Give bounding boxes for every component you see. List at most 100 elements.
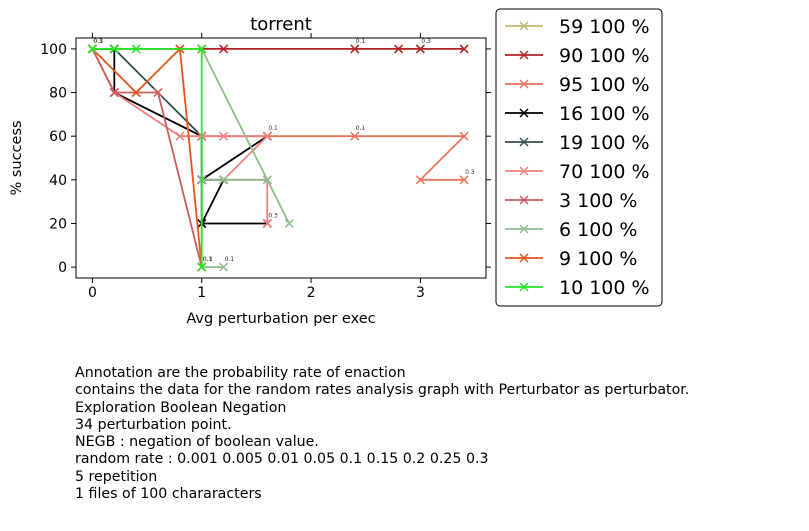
- x-marker-stroke: [262, 131, 272, 141]
- x-marker-stroke: [131, 88, 141, 98]
- chart-title: torrent: [250, 14, 312, 35]
- caption-line: contains the data for the random rates a…: [75, 382, 690, 399]
- x-marker-stroke: [153, 88, 163, 98]
- caption-block: Annotation are the probability rate of e…: [75, 365, 689, 503]
- x-marker-stroke: [519, 195, 529, 205]
- series-lines: [87, 44, 469, 272]
- legend-label: 90 100 %: [559, 45, 650, 67]
- x-marker: [262, 131, 272, 141]
- x-marker-stroke: [459, 44, 469, 54]
- x-marker: [131, 88, 141, 98]
- x-marker-stroke: [519, 50, 529, 60]
- x-marker-stroke: [415, 175, 425, 185]
- y-tick-label: 80: [49, 86, 67, 102]
- y-tick-label: 40: [49, 173, 67, 189]
- annotation-label: 0.3: [465, 169, 475, 176]
- x-marker: [415, 175, 425, 185]
- annotation-label: 0.3: [93, 38, 103, 45]
- caption-line: Exploration Boolean Negation: [75, 399, 287, 416]
- legend-label: 9 100 %: [559, 248, 638, 270]
- annotation-label: 0.1: [225, 256, 235, 263]
- legend-label: 95 100 %: [559, 74, 650, 96]
- x-marker: [519, 195, 529, 205]
- y-tick-label: 60: [49, 129, 67, 145]
- annotation-label: 0.1: [268, 125, 278, 132]
- annotation-label: 0.1: [356, 125, 366, 132]
- caption-line: 34 perturbation point.: [75, 416, 232, 433]
- x-marker-stroke: [519, 21, 529, 31]
- x-marker-stroke: [519, 79, 529, 89]
- x-marker: [519, 166, 529, 176]
- x-marker: [519, 79, 529, 89]
- x-marker: [519, 282, 529, 292]
- legend-label: 16 100 %: [559, 103, 650, 125]
- x-marker-stroke: [197, 44, 207, 54]
- x-marker-stroke: [87, 44, 97, 54]
- x-marker-stroke: [219, 262, 229, 272]
- x-marker: [175, 131, 185, 141]
- x-marker: [262, 175, 272, 185]
- x-marker-stroke: [219, 131, 229, 141]
- annotation-label: 0.3: [203, 256, 213, 263]
- x-tick-label: 3: [416, 285, 425, 301]
- annotation-label: 0.1: [356, 38, 366, 45]
- legend-label: 70 100 %: [559, 161, 650, 183]
- y-ticks: 0 20 40 60 80 100: [40, 42, 491, 276]
- x-marker-stroke: [519, 253, 529, 263]
- legend-label: 10 100 %: [559, 277, 650, 299]
- x-marker-stroke: [131, 44, 141, 54]
- x-marker: [459, 131, 469, 141]
- x-marker: [87, 44, 97, 54]
- series-line: [91, 46, 203, 268]
- x-marker-stroke: [415, 44, 425, 54]
- x-marker-stroke: [519, 224, 529, 234]
- annotation-label: 0.1: [203, 256, 213, 263]
- x-marker: [219, 131, 229, 141]
- x-marker: [415, 44, 425, 54]
- x-marker-stroke: [459, 175, 469, 185]
- x-marker-stroke: [219, 175, 229, 185]
- x-marker: [350, 44, 360, 54]
- x-marker: [459, 175, 469, 185]
- x-marker: [197, 262, 207, 272]
- x-marker: [153, 88, 163, 98]
- x-marker-stroke: [219, 44, 229, 54]
- caption-line: 5 repetition: [75, 468, 158, 485]
- annotation-label: 0.3: [421, 38, 431, 45]
- annotation-label: 0.3: [268, 212, 278, 219]
- x-tick-label: 1: [197, 285, 206, 301]
- x-marker-stroke: [519, 166, 529, 176]
- x-marker: [284, 218, 294, 228]
- annotation-label: 0.1: [93, 38, 103, 45]
- x-marker: [519, 108, 529, 118]
- x-marker-stroke: [394, 44, 404, 54]
- x-marker: [519, 137, 529, 147]
- x-marker: [459, 44, 469, 54]
- legend: 59 100 % 90 100 % 95 100 % 16 100 % 19 100 %…: [495, 8, 663, 307]
- y-axis-label: % success: [9, 120, 25, 195]
- x-marker: [519, 253, 529, 263]
- x-marker: [219, 175, 229, 185]
- plot-area: [75, 37, 487, 279]
- annotations: 0.10.3 0.1 0.30.1 0.10.30.30.10.3 0.1: [93, 38, 474, 263]
- x-marker: [519, 21, 529, 31]
- x-marker: [197, 44, 207, 54]
- x-marker: [394, 44, 404, 54]
- caption-line: random rate : 0.001 0.005 0.01 0.05 0.1 …: [75, 451, 489, 468]
- x-marker: [131, 44, 141, 54]
- x-marker-stroke: [262, 218, 272, 228]
- x-marker-stroke: [109, 88, 119, 98]
- x-marker-stroke: [350, 44, 360, 54]
- x-ticks: 0 1 2 3: [88, 33, 425, 301]
- x-marker: [109, 44, 119, 54]
- x-marker: [519, 50, 529, 60]
- x-marker-stroke: [519, 137, 529, 147]
- legend-label: 6 100 %: [559, 219, 638, 241]
- x-tick-label: 2: [307, 285, 316, 301]
- legend-label: 59 100 %: [559, 16, 650, 38]
- y-tick-label: 100: [40, 42, 67, 58]
- x-tick-label: 0: [88, 285, 97, 301]
- y-tick-label: 0: [58, 260, 67, 276]
- caption-line: Annotation are the probability rate of e…: [75, 365, 406, 381]
